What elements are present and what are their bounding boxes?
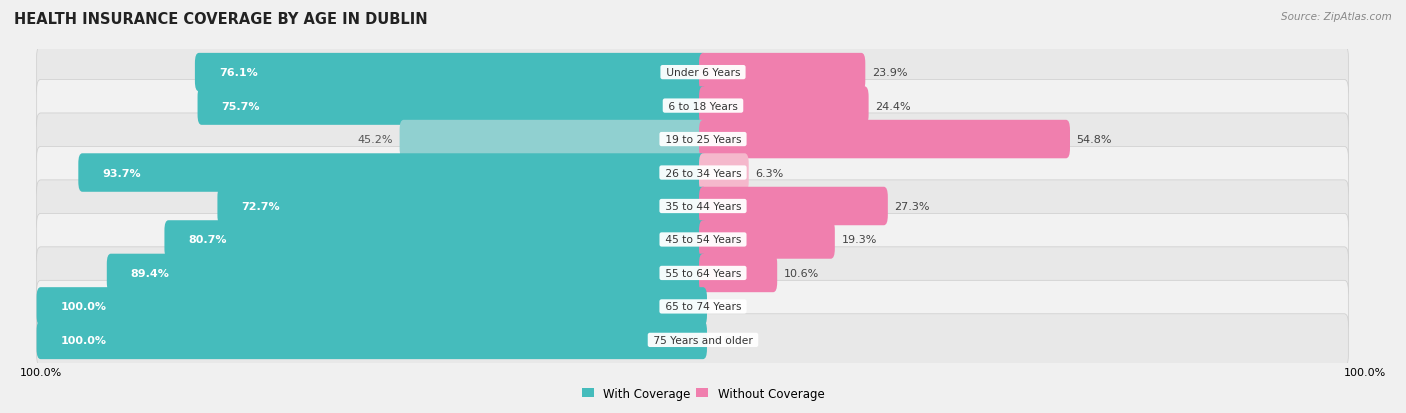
Text: 89.4%: 89.4% bbox=[131, 268, 170, 278]
Text: 19.3%: 19.3% bbox=[841, 235, 877, 245]
FancyBboxPatch shape bbox=[699, 254, 778, 292]
FancyBboxPatch shape bbox=[198, 87, 707, 126]
FancyBboxPatch shape bbox=[37, 80, 1348, 133]
Text: 24.4%: 24.4% bbox=[876, 101, 911, 112]
Text: 75.7%: 75.7% bbox=[221, 101, 260, 112]
Text: 6 to 18 Years: 6 to 18 Years bbox=[665, 101, 741, 112]
FancyBboxPatch shape bbox=[107, 254, 707, 292]
FancyBboxPatch shape bbox=[218, 188, 707, 225]
FancyBboxPatch shape bbox=[79, 154, 707, 192]
FancyBboxPatch shape bbox=[37, 47, 1348, 99]
FancyBboxPatch shape bbox=[37, 147, 1348, 199]
FancyBboxPatch shape bbox=[699, 87, 869, 126]
Text: 55 to 64 Years: 55 to 64 Years bbox=[662, 268, 744, 278]
Text: 75 Years and older: 75 Years and older bbox=[650, 335, 756, 345]
Text: 100.0%: 100.0% bbox=[60, 301, 107, 312]
FancyBboxPatch shape bbox=[699, 121, 1070, 159]
FancyBboxPatch shape bbox=[37, 214, 1348, 266]
Text: 45.2%: 45.2% bbox=[357, 135, 394, 145]
Text: 6.3%: 6.3% bbox=[755, 168, 783, 178]
Text: 23.9%: 23.9% bbox=[872, 68, 907, 78]
Text: Source: ZipAtlas.com: Source: ZipAtlas.com bbox=[1281, 12, 1392, 22]
Text: 27.3%: 27.3% bbox=[894, 202, 929, 211]
Text: 19 to 25 Years: 19 to 25 Years bbox=[662, 135, 744, 145]
Text: 26 to 34 Years: 26 to 34 Years bbox=[661, 168, 745, 178]
FancyBboxPatch shape bbox=[37, 287, 707, 326]
FancyBboxPatch shape bbox=[699, 154, 749, 192]
Text: 65 to 74 Years: 65 to 74 Years bbox=[662, 301, 744, 312]
FancyBboxPatch shape bbox=[699, 54, 865, 92]
Text: Under 6 Years: Under 6 Years bbox=[662, 68, 744, 78]
Text: 100.0%: 100.0% bbox=[60, 335, 107, 345]
FancyBboxPatch shape bbox=[699, 221, 835, 259]
Text: 0.0%: 0.0% bbox=[714, 335, 742, 345]
Text: 80.7%: 80.7% bbox=[188, 235, 226, 245]
FancyBboxPatch shape bbox=[37, 180, 1348, 233]
Text: 72.7%: 72.7% bbox=[242, 202, 280, 211]
Text: 93.7%: 93.7% bbox=[103, 168, 141, 178]
FancyBboxPatch shape bbox=[37, 114, 1348, 166]
FancyBboxPatch shape bbox=[165, 221, 707, 259]
Text: 45 to 54 Years: 45 to 54 Years bbox=[662, 235, 744, 245]
FancyBboxPatch shape bbox=[699, 188, 887, 225]
FancyBboxPatch shape bbox=[37, 314, 1348, 366]
Text: 35 to 44 Years: 35 to 44 Years bbox=[662, 202, 744, 211]
Text: HEALTH INSURANCE COVERAGE BY AGE IN DUBLIN: HEALTH INSURANCE COVERAGE BY AGE IN DUBL… bbox=[14, 12, 427, 27]
Text: 0.0%: 0.0% bbox=[714, 301, 742, 312]
FancyBboxPatch shape bbox=[37, 247, 1348, 299]
FancyBboxPatch shape bbox=[37, 321, 707, 359]
Text: 10.6%: 10.6% bbox=[783, 268, 820, 278]
FancyBboxPatch shape bbox=[399, 121, 707, 159]
FancyBboxPatch shape bbox=[195, 54, 707, 92]
FancyBboxPatch shape bbox=[37, 280, 1348, 333]
Text: 76.1%: 76.1% bbox=[219, 68, 257, 78]
Legend: With Coverage, Without Coverage: With Coverage, Without Coverage bbox=[576, 382, 830, 405]
Text: 54.8%: 54.8% bbox=[1077, 135, 1112, 145]
